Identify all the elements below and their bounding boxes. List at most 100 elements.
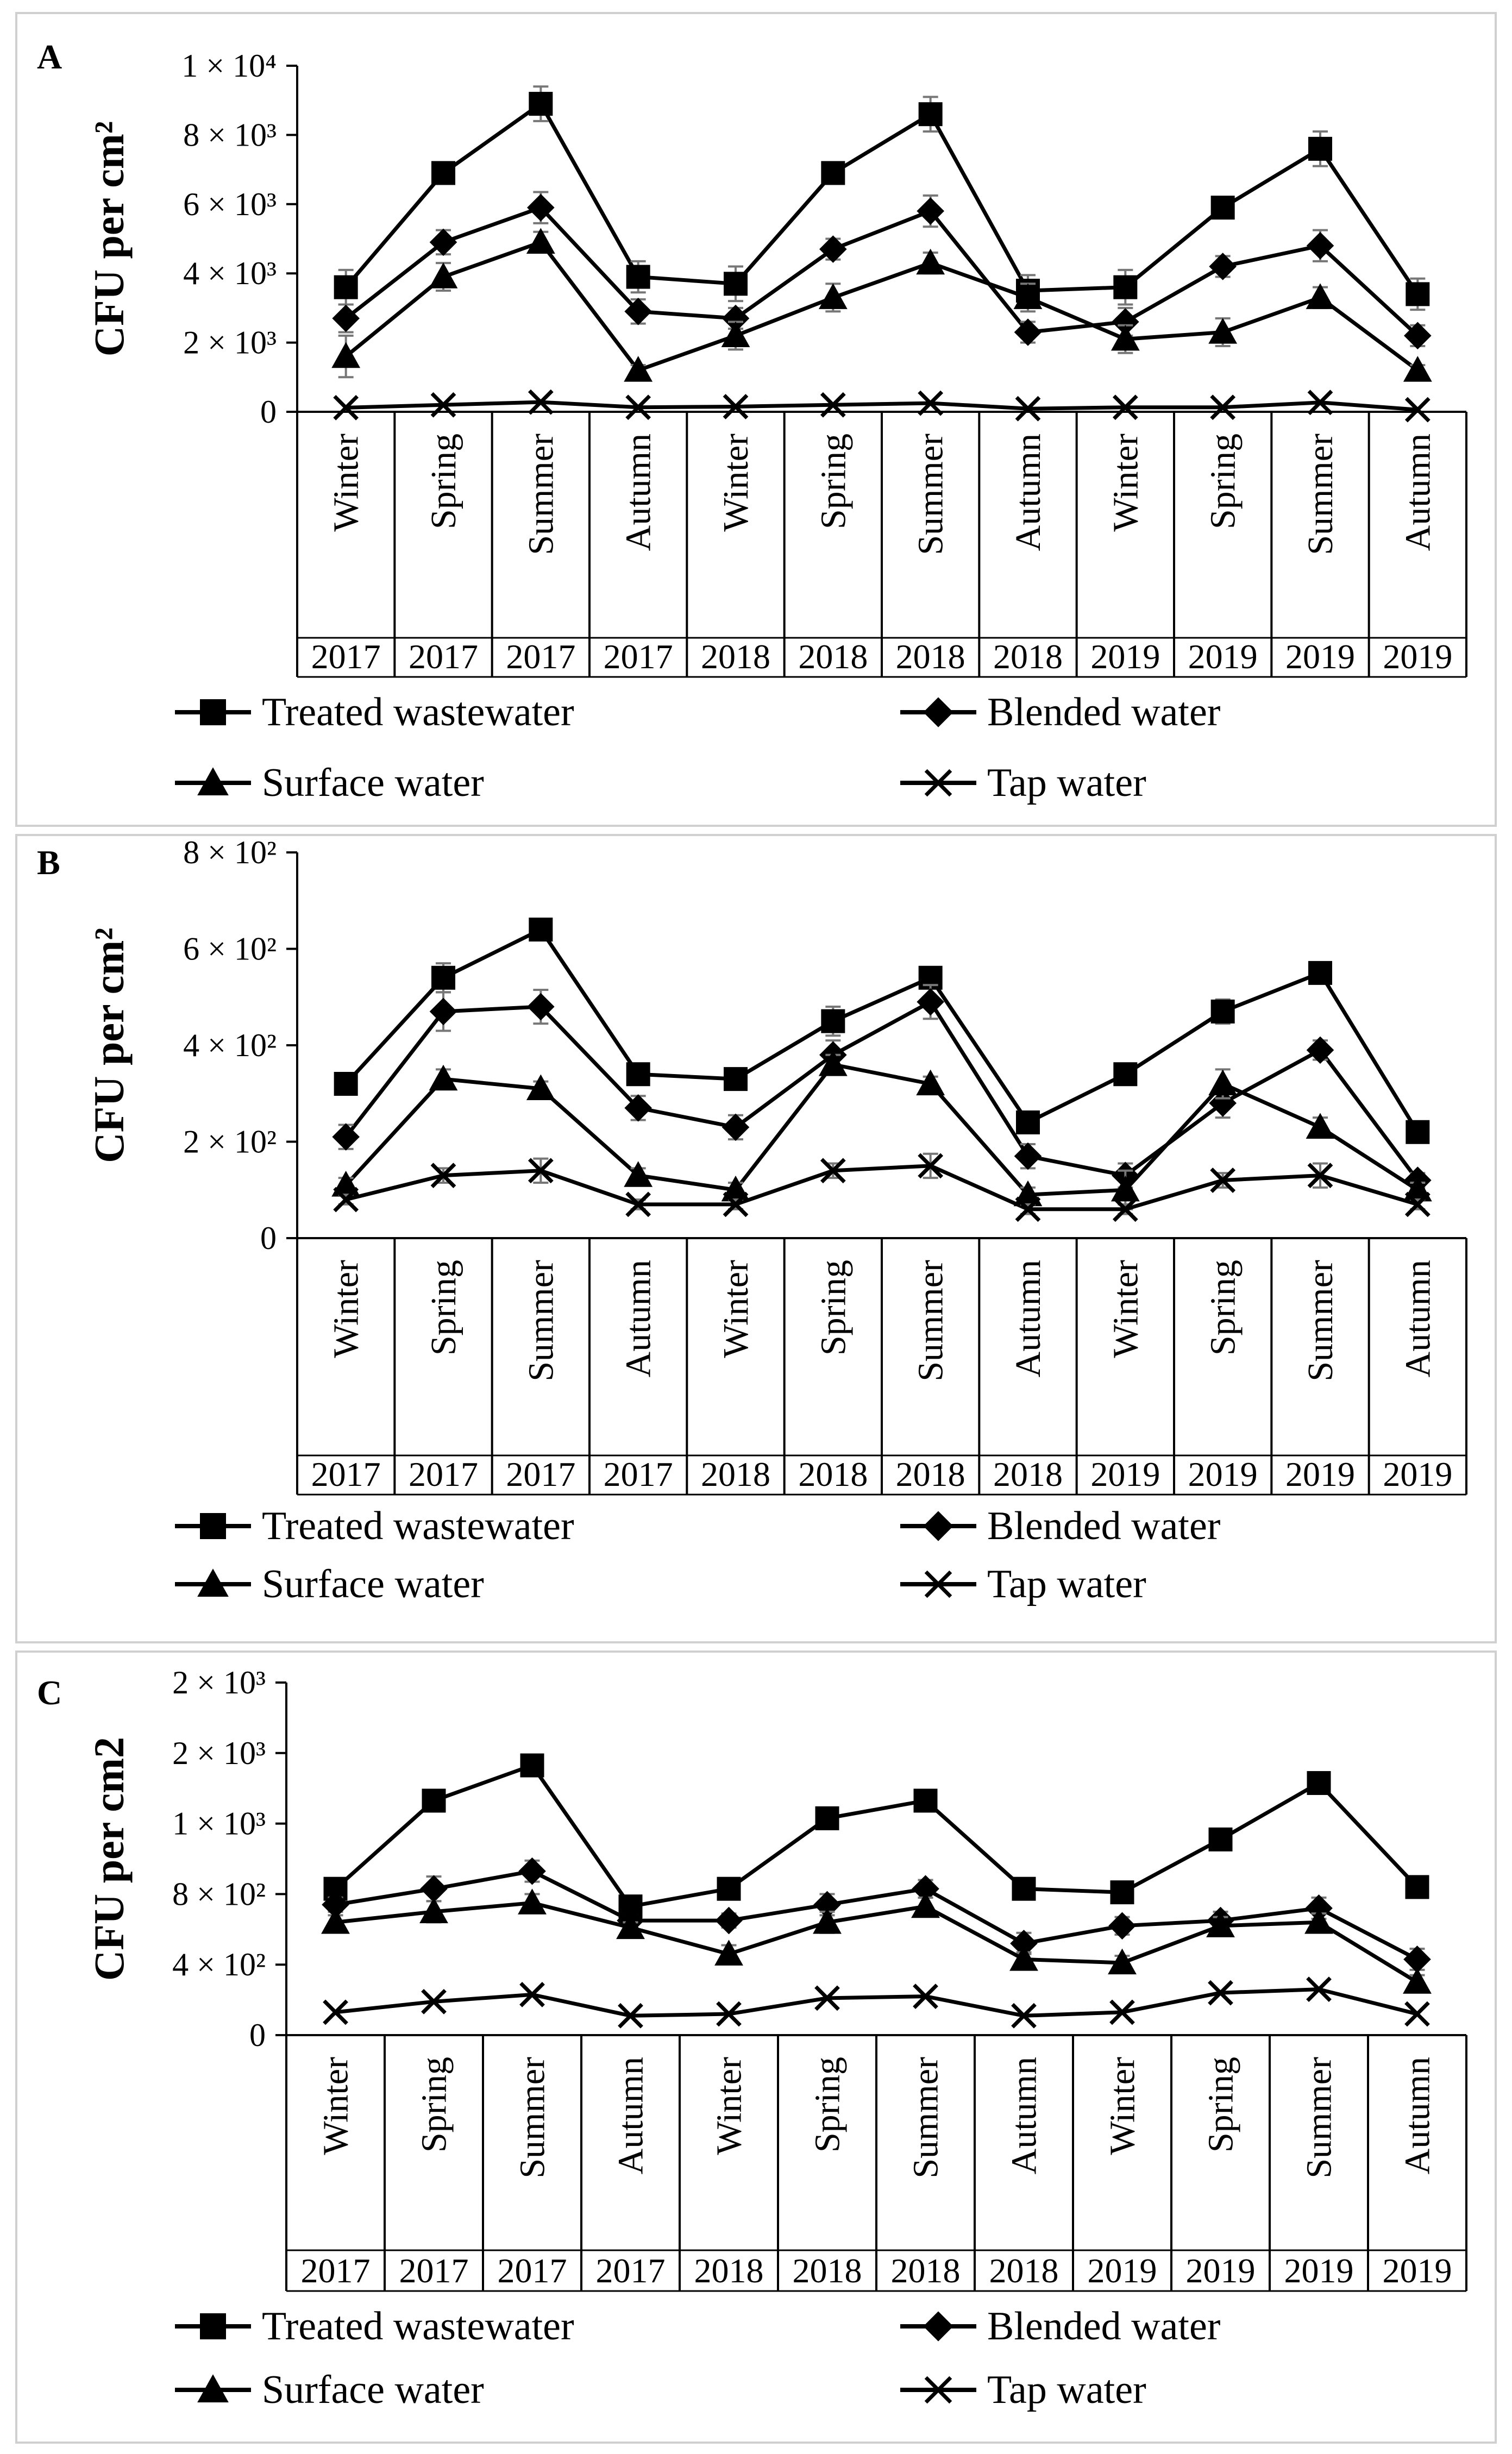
y-tick-label: 2 × 10³ xyxy=(172,1665,266,1700)
x-category-label: Winter xyxy=(1103,2057,1143,2155)
x-year-label: 2019 xyxy=(1088,2251,1157,2290)
legend-marker xyxy=(197,1568,229,1597)
data-point xyxy=(429,997,457,1026)
data-point xyxy=(1108,1948,1137,1975)
data-point xyxy=(1210,394,1236,420)
data-point xyxy=(1306,1036,1334,1064)
legend-label: Blended water xyxy=(987,2304,1220,2349)
x-category-label: Winter xyxy=(327,434,366,532)
data-point xyxy=(519,1981,545,2007)
legend-entry: Surface water xyxy=(175,1562,484,1606)
data-point xyxy=(918,1153,944,1179)
y-tick-label: 0 xyxy=(260,1220,277,1256)
panel-letter: C xyxy=(37,1673,62,1712)
data-point xyxy=(1015,1196,1041,1222)
legend-label: Tap water xyxy=(987,761,1146,805)
series-treated-wastewater xyxy=(334,918,1430,1144)
data-point xyxy=(321,1907,350,1934)
data-point xyxy=(821,161,845,185)
series-surface-water xyxy=(321,1888,1432,1994)
legend-entry: Treated wastewater xyxy=(175,2304,574,2349)
data-point xyxy=(616,1913,645,1940)
data-point xyxy=(723,1191,749,1217)
legend-entry: Treated wastewater xyxy=(175,690,574,735)
data-point xyxy=(431,161,455,185)
data-point xyxy=(717,1876,741,1901)
x-year-label: 2018 xyxy=(798,637,868,676)
data-point xyxy=(331,342,361,368)
data-point xyxy=(724,272,748,296)
x-category-label: Winter xyxy=(1106,1260,1145,1358)
x-year-label: 2018 xyxy=(891,2251,961,2290)
data-point xyxy=(1112,394,1138,420)
x-category-label: Winter xyxy=(710,2057,749,2155)
data-point xyxy=(527,993,555,1021)
data-point xyxy=(334,275,358,299)
x-category-label: Summer xyxy=(521,1260,561,1382)
series-tap-water xyxy=(323,1976,1430,2029)
series-tap-water xyxy=(333,389,1431,423)
data-point xyxy=(820,1158,846,1184)
x-year-label: 2017 xyxy=(604,1455,673,1493)
x-year-label: 2018 xyxy=(701,1455,770,1493)
data-point xyxy=(332,1123,360,1151)
data-point xyxy=(913,1788,938,1813)
x-category-label: Winter xyxy=(327,1260,366,1358)
data-point xyxy=(1112,1196,1138,1222)
data-point xyxy=(624,1094,652,1122)
data-point xyxy=(1112,308,1139,336)
data-point xyxy=(1206,1911,1235,1937)
legend-marker xyxy=(200,699,226,725)
x-year-label: 2019 xyxy=(1090,1455,1160,1493)
x-category-label: Spring xyxy=(424,1260,463,1355)
legend-marker xyxy=(924,769,952,797)
data-point xyxy=(815,1806,839,1830)
data-point xyxy=(1014,318,1042,346)
x-year-label: 2018 xyxy=(993,637,1063,676)
data-point xyxy=(529,92,553,116)
data-point xyxy=(917,197,944,225)
legend-marker xyxy=(200,1513,226,1539)
x-year-label: 2019 xyxy=(1285,637,1355,676)
y-tick-label: 1 × 10³ xyxy=(172,1806,266,1842)
data-point xyxy=(527,193,555,222)
data-point xyxy=(714,1940,743,1966)
series-treated-wastewater xyxy=(323,1753,1429,1919)
legend-entry: Blended water xyxy=(900,1504,1220,1548)
x-category-label: Autumn xyxy=(1398,434,1438,551)
x-category-label: Autumn xyxy=(1398,2057,1438,2174)
data-point xyxy=(1306,283,1335,309)
x-category-label: Spring xyxy=(813,1260,853,1355)
data-point xyxy=(1306,1113,1335,1139)
data-point xyxy=(918,390,944,416)
legend-entry: Treated wastewater xyxy=(175,1504,574,1548)
y-axis-label: CFU per cm² xyxy=(85,121,133,357)
x-category-label: Autumn xyxy=(1008,1260,1048,1377)
data-point xyxy=(1209,253,1237,280)
data-point xyxy=(625,1191,651,1217)
data-point xyxy=(723,394,749,419)
legend-label: Blended water xyxy=(987,690,1220,735)
x-year-label: 2019 xyxy=(1285,1455,1355,1493)
legend-label: Surface water xyxy=(262,761,484,805)
data-point xyxy=(1208,1069,1238,1096)
data-point xyxy=(1307,1163,1333,1188)
data-point xyxy=(518,1857,546,1885)
data-point xyxy=(913,1984,938,2009)
data-point xyxy=(911,1892,940,1918)
x-year-label: 2019 xyxy=(1090,637,1160,676)
legend-entry: Tap water xyxy=(900,761,1146,805)
data-point xyxy=(1009,1945,1038,1971)
x-category-label: Spring xyxy=(808,2057,848,2152)
data-point xyxy=(518,1888,547,1915)
data-point xyxy=(1013,283,1043,309)
x-category-label: Spring xyxy=(1203,1260,1243,1355)
legend-label: Tap water xyxy=(987,2368,1146,2412)
x-year-label: 2017 xyxy=(399,2251,469,2290)
series-line xyxy=(344,205,1419,337)
series-line xyxy=(345,1164,1419,1212)
data-point xyxy=(429,1064,458,1091)
data-point xyxy=(1308,136,1332,161)
x-category-label: Autumn xyxy=(619,1260,658,1377)
data-point xyxy=(1209,1089,1237,1117)
